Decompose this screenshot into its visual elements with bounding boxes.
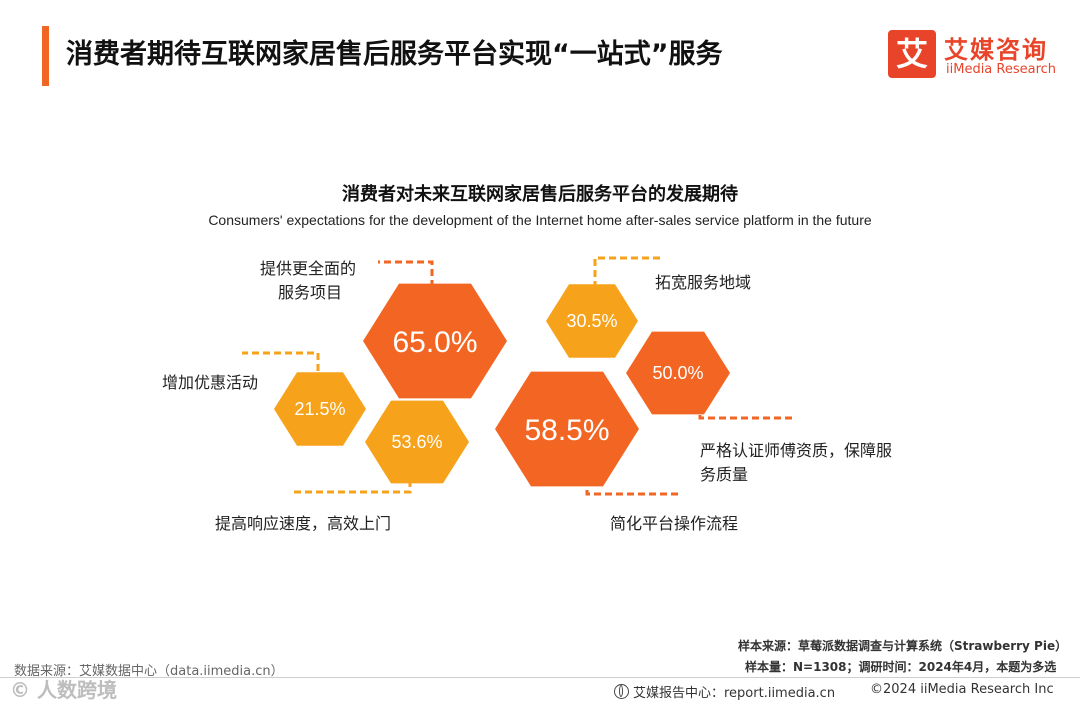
footer-divider: [0, 677, 1080, 678]
value-label: 58.5%: [524, 414, 609, 447]
leader-line: [593, 256, 660, 288]
iimedia-logo: 艾 艾媒咨询 iiMedia Research: [888, 30, 1073, 80]
value-label: 21.5%: [294, 399, 345, 419]
globe-icon: [614, 684, 629, 699]
logo-cn-text: 艾媒咨询: [944, 36, 1048, 64]
chart-title: 消费者对未来互联网家居售后服务平台的发展期待: [342, 184, 738, 205]
hexagon-bubble: [495, 371, 639, 487]
report-center-text: 艾媒报告中心：report.iimedia.cn: [633, 686, 836, 701]
hexagon-bubble: [365, 400, 469, 484]
data-source: 数据来源：艾媒数据中心（data.iimedia.cn）: [14, 664, 284, 679]
value-label: 65.0%: [392, 326, 477, 359]
category-label: 严格认证师傅资质，保障服: [700, 441, 892, 460]
leader-line: [378, 260, 434, 287]
category-label: 提供更全面的: [260, 259, 356, 278]
category-label: 提高响应速度，高效上门: [215, 514, 391, 533]
hexagon-bubble: [274, 372, 366, 446]
category-label: 务质量: [700, 465, 748, 484]
value-label: 50.0%: [652, 363, 703, 383]
category-label: 服务项目: [278, 283, 342, 302]
value-label: 53.6%: [391, 432, 442, 452]
chart-subtitle: Consumers' expectations for the developm…: [208, 212, 872, 228]
logo-en-text: iiMedia Research: [946, 62, 1057, 77]
category-label: 增加优惠活动: [162, 373, 258, 392]
leader-line: [242, 351, 320, 382]
value-label: 30.5%: [566, 311, 617, 331]
title-accent-bar: [42, 26, 49, 86]
hexagon-bubble: [626, 331, 730, 415]
hexagon-bubble: [546, 284, 638, 358]
sample-source: 样本来源：草莓派数据调查与计算系统（Strawberry Pie）: [738, 639, 1068, 653]
leader-line: [290, 480, 412, 494]
leader-line: [698, 404, 795, 420]
hexagon-bubble: [363, 283, 507, 399]
page-title: 消费者期待互联网家居售后服务平台实现“一站式”服务: [66, 39, 723, 70]
sample-size: 样本量：N=1308；调研时间：2024年4月，本题为多选: [745, 660, 1057, 674]
report-center: 艾媒报告中心：report.iimedia.cn: [614, 682, 835, 701]
category-label: 简化平台操作流程: [610, 514, 738, 533]
copyright: ©2024 iiMedia Research Inc: [870, 682, 1054, 697]
logo-mark: 艾: [888, 30, 936, 78]
watermark: © 人数跨境: [10, 678, 117, 702]
category-label: 拓宽服务地域: [655, 273, 751, 292]
